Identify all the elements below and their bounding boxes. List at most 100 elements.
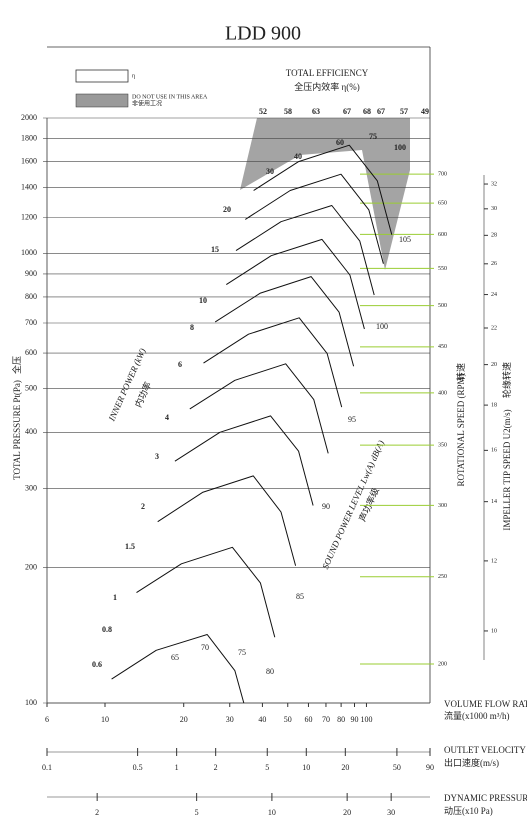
aux-tick-label: 30 [387, 808, 395, 817]
speed-curve [111, 634, 245, 703]
sound-label: 75 [238, 648, 246, 657]
sound-label: 95 [348, 415, 356, 424]
x-tick-label: 80 [337, 715, 345, 724]
curves [111, 144, 393, 703]
speed-curve [189, 363, 329, 454]
y-axis-title-cn: 全压 [11, 356, 22, 374]
power-label: 40 [294, 152, 302, 161]
tip-axis-title-cn: 轮缘转速 [501, 362, 512, 398]
speed-tick-label: 200 [438, 661, 447, 667]
y-tick-label: 700 [25, 318, 37, 327]
power-label: 75 [369, 132, 377, 141]
power-label: 100 [394, 143, 406, 152]
speed-tick-label: 650 [438, 200, 447, 206]
tip-tick-label: 12 [491, 558, 497, 564]
power-label: 1.5 [125, 542, 135, 551]
speed-tick-label: 250 [438, 574, 447, 580]
sound-label: 105 [399, 235, 411, 244]
y-tick-label: 1600 [21, 156, 37, 165]
tip-tick-label: 26 [491, 261, 497, 267]
speed-tick-label: 350 [438, 443, 447, 449]
y-tick-label: 1200 [21, 213, 37, 222]
y-tick-label: 800 [25, 292, 37, 301]
y-tick-label: 1400 [21, 182, 37, 191]
speed-axis-title: ROTATIONAL SPEED (RPM) [456, 374, 466, 487]
aux-tick-label: 90 [426, 763, 434, 772]
power-label: 0.8 [102, 625, 112, 634]
speed-tick-label: 550 [438, 266, 447, 272]
y-tick-label: 200 [25, 562, 37, 571]
efficiency-label: 63 [312, 107, 320, 116]
sound-label: 80 [266, 667, 274, 676]
aux-tick-label: 5 [265, 763, 269, 772]
x-tick-label: 100 [360, 715, 372, 724]
aux-tick-label: 10 [302, 763, 310, 772]
aux-tick-label: 0.1 [42, 763, 52, 772]
x-tick-label: 20 [180, 715, 188, 724]
power-label: 8 [190, 323, 194, 332]
x-tick-label: 40 [258, 715, 266, 724]
y-axis-title: TOTAL PRESSURE Pt(Pa) [12, 380, 22, 480]
legend-label: DO NOT USE IN THIS AREA [132, 94, 208, 100]
sound-label: 100 [376, 322, 388, 331]
x-tick-label: 50 [284, 715, 292, 724]
efficiency-title: TOTAL EFFICIENCY [286, 68, 369, 78]
sound-title: SOUND POWER LEVEL Lw(A) dB(A) [320, 439, 386, 571]
speed-curve [253, 144, 393, 235]
y-tick-label: 2000 [21, 113, 37, 122]
power-label: 60 [336, 138, 344, 147]
aux-tick-label: 50 [393, 763, 401, 772]
aux-tick-label: 2 [95, 808, 99, 817]
legend-label-cn: 非使用工况 [132, 99, 162, 107]
tip-tick-label: 28 [491, 233, 497, 239]
y-tick-label: 1000 [21, 248, 37, 257]
y-tick-label: 600 [25, 348, 37, 357]
tip-tick-label: 24 [491, 292, 497, 298]
power-label: 10 [199, 296, 207, 305]
power-label: 0.6 [92, 660, 102, 669]
y-tick-label: 900 [25, 269, 37, 278]
speed-tick-label: 400 [438, 390, 447, 396]
speed-tick-label: 700 [438, 171, 447, 177]
y-tick-label: 1800 [21, 133, 37, 142]
y-tick-label: 100 [25, 698, 37, 707]
y-tick-label: 300 [25, 483, 37, 492]
aux-tick-label: 10 [268, 808, 276, 817]
speed-curve [136, 546, 276, 638]
y-tick-label: 500 [25, 384, 37, 393]
efficiency-label: 58 [284, 107, 292, 116]
speed-axis-title-cn: 转速 [455, 363, 466, 381]
x-axis-title: VOLUME FLOW RATE [444, 699, 527, 709]
tip-tick-label: 14 [491, 499, 497, 505]
efficiency-label: 49 [421, 107, 429, 116]
aux-tick-label: 2 [214, 763, 218, 772]
do-not-use-area [240, 118, 410, 270]
speed-curve [157, 475, 297, 566]
aux-tick-label: 0.5 [133, 763, 143, 772]
sound-label: 85 [296, 592, 304, 601]
velocity-axis-title: OUTLET VELOCITY [444, 745, 526, 755]
tip-tick-label: 10 [491, 628, 497, 634]
x-tick-label: 30 [226, 715, 234, 724]
power-label: 15 [211, 245, 219, 254]
efficiency-title-cn: 全压内效率 η(%) [294, 81, 359, 92]
speed-curve [174, 415, 314, 506]
power-label: 1 [113, 593, 117, 602]
efficiency-label: 52 [259, 107, 267, 116]
tip-tick-label: 32 [491, 181, 497, 187]
speed-curve [203, 317, 343, 408]
efficiency-label: 67 [343, 107, 351, 116]
chart-title: LDD 900 [225, 23, 301, 45]
velocity-axis-title-cn: 出口速度(m/s) [444, 757, 499, 768]
y-tick-label: 400 [25, 427, 37, 436]
legend-swatch [75, 93, 129, 108]
speed-tick-label: 300 [438, 503, 447, 509]
tip-tick-label: 18 [491, 402, 497, 408]
x-tick-label: 6 [45, 715, 49, 724]
dp-axis-title: DYNAMIC PRESSURE [444, 793, 527, 803]
x-tick-label: 10 [101, 715, 109, 724]
sound-label: 65 [171, 653, 179, 662]
dp-axis-title-cn: 动压(x10 Pa) [444, 806, 493, 816]
x-tick-label: 60 [304, 715, 312, 724]
